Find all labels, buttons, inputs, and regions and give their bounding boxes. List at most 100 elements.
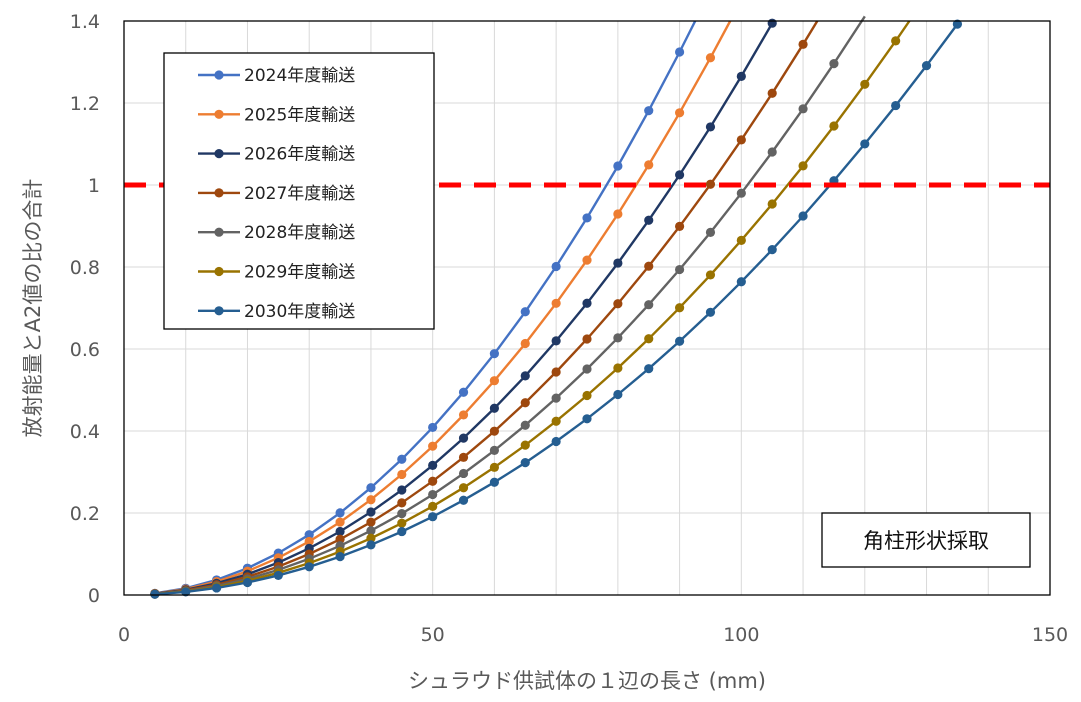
legend-swatch-marker [214,227,224,237]
data-point [582,334,592,344]
data-point [798,161,808,171]
data-point [458,387,469,397]
legend-item-2: 2025年度輸送 [198,105,355,125]
data-point [675,264,685,275]
data-point [705,53,716,63]
legend-box [163,52,435,330]
data-point [767,147,777,157]
y-tick-label: 0 [88,585,100,607]
data-point [736,277,746,287]
data-point [304,536,314,547]
data-point [212,583,222,593]
data-point [551,393,561,403]
legend-label: 2024年度輸送 [244,66,355,86]
data-point [366,533,376,543]
data-point [397,526,407,537]
data-point [644,261,654,271]
y-tick-label: 0.6 [70,339,100,361]
data-point [798,211,808,221]
data-point [366,495,376,505]
data-point [489,445,499,455]
legend-swatch-marker [214,149,224,159]
data-point [613,209,623,219]
data-point [150,589,160,599]
legend-items: 2024年度輸送 2025年度輸送 2026年度輸送 2027年度輸送 2028年度輸送… [198,66,355,322]
data-point [520,338,530,349]
data-point [891,36,901,46]
series-line [154,20,775,595]
data-point [613,363,623,373]
data-point [582,414,592,424]
data-point [335,534,345,544]
series-line [154,20,732,595]
legend-item-4: 2027年度輸送 [198,184,355,204]
data-point [829,59,839,69]
data-point [458,452,469,462]
legend-swatch-marker [214,109,224,119]
data-point [582,364,592,374]
data-point [366,526,376,536]
data-point [736,135,746,145]
x-tick-label: 0 [118,624,130,646]
legend-swatch-marker [214,306,224,316]
data-point [428,460,438,470]
data-point [335,552,345,562]
legend-item-1: 2024年度輸送 [198,66,355,86]
data-point [582,390,592,401]
legend-item-6: 2029年度輸送 [198,263,355,283]
data-point [582,255,592,265]
legend-item-5: 2028年度輸送 [198,223,355,243]
data-point [675,170,685,180]
x-tick-label: 100 [723,624,759,646]
data-point [644,334,654,344]
data-point [860,79,870,89]
data-point [613,161,623,171]
data-point [458,433,469,443]
data-point [891,100,901,111]
y-tick-label: 1.4 [70,11,100,33]
data-point [644,300,654,310]
data-point [397,454,407,464]
data-point [736,235,746,245]
y-tick-label: 0.2 [70,503,100,525]
data-point [736,188,746,198]
data-point [489,462,499,472]
data-point [675,221,685,231]
data-point [798,104,808,114]
data-point [520,458,530,468]
data-point [366,540,376,550]
data-point [767,18,777,28]
data-point [304,530,314,540]
data-point [397,498,407,508]
data-point [705,307,716,317]
legend-label: 2029年度輸送 [244,263,355,283]
data-point [767,88,777,98]
data-point [952,19,963,29]
data-point [458,483,469,493]
data-point [489,403,499,413]
data-point [551,336,561,346]
tick-labels: 0 50 100 150 0 0.2 0.4 0.6 0.8 1 1.2 1.4 [70,11,1068,646]
legend: 2024年度輸送 2025年度輸送 2026年度輸送 2027年度輸送 2028年度輸送… [163,52,435,330]
data-point [675,336,685,346]
data-point [366,517,376,527]
data-point [644,160,654,170]
data-point [520,398,530,408]
y-tick-label: 1.2 [70,93,100,115]
data-point [767,245,777,255]
data-point [181,587,191,597]
data-point [458,410,469,420]
data-point [520,371,530,381]
series-lines [150,15,963,599]
data-point [366,507,376,517]
data-point [705,270,716,280]
data-point [798,39,808,49]
plot-area-border [123,20,1051,596]
legend-label: 2028年度輸送 [244,223,355,243]
data-point [428,512,438,522]
data-point [582,213,592,223]
data-point [613,333,623,343]
x-tick-label: 150 [1032,624,1068,646]
data-point [551,416,561,426]
legend-swatch-marker [214,70,224,80]
